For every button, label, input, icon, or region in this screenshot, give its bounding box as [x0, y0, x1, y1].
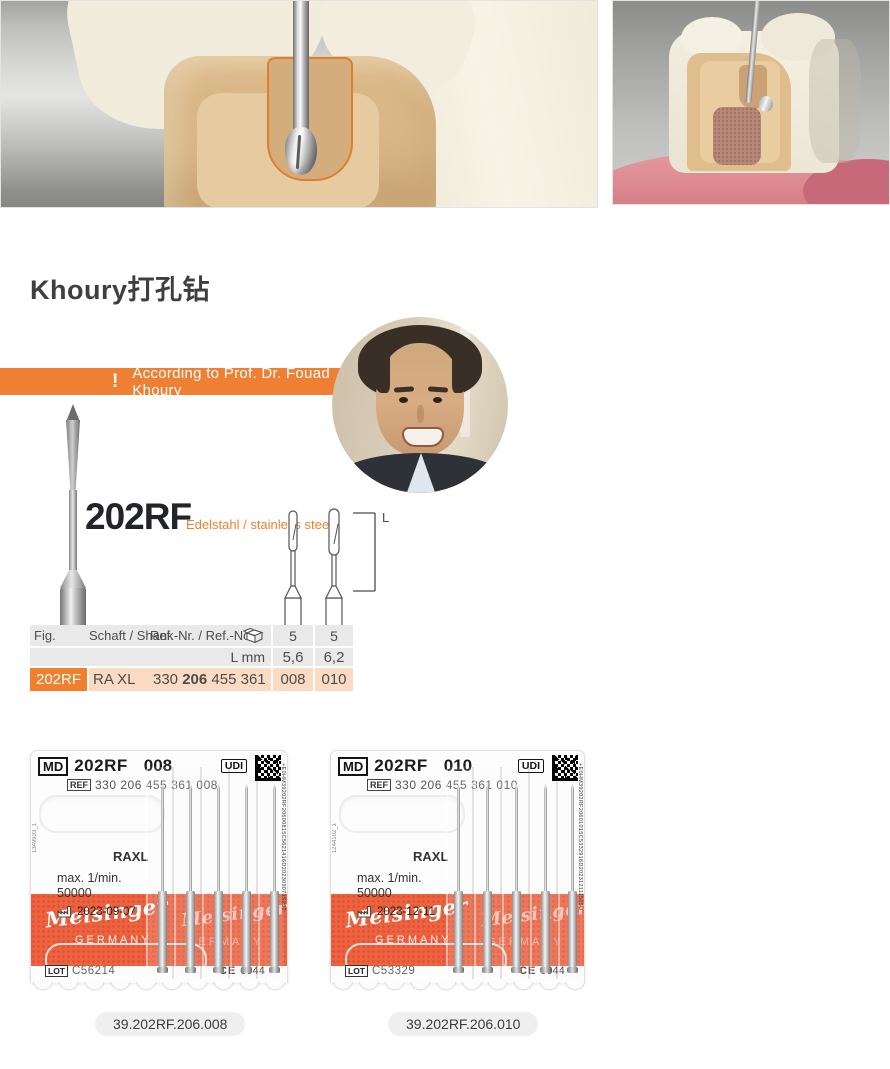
length-bracket: [353, 512, 376, 592]
product-package-010: Meisinger GERMANY Meisinger GERMANY MD 2…: [330, 750, 585, 1000]
shank-type: RAXL: [413, 849, 449, 864]
length-dim-label: L: [382, 510, 390, 525]
factory-icon: [57, 905, 72, 918]
attention-banner: ! According to Prof. Dr. Fouad Khoury: [0, 365, 362, 399]
col-header-shank: Schaft / Shank: [89, 628, 174, 643]
lot-symbol: LOT: [345, 965, 368, 977]
udi-symbol: UDI: [517, 759, 544, 773]
product-package-008: Meisinger GERMANY Meisinger GERMANY MD 2…: [30, 750, 288, 1000]
max-speed-value: 50000: [57, 886, 92, 900]
drill-tip: [285, 127, 317, 175]
lot-number: C56214: [72, 965, 116, 977]
ref-symbol: REF: [67, 779, 91, 791]
catalog-number-008: 39.202RF.206.008: [95, 1012, 246, 1036]
banner-text: According to Prof. Dr. Fouad Khoury: [132, 364, 330, 399]
ref-number: 330 206 455 361: [153, 671, 266, 688]
length-row-label: L mm: [30, 648, 271, 666]
bur-instrument-photo: [38, 400, 108, 632]
max-speed-label: max. 1/min.: [357, 871, 422, 885]
size-value-2: 010: [315, 668, 353, 691]
lot-number: C53329: [372, 965, 416, 977]
factory-icon: [357, 905, 372, 918]
table-product-row: 202RF RA XL 330 206 455 361 008 010: [30, 668, 353, 691]
shank-type: RAXL: [113, 849, 149, 864]
package-edge-code: +E0HM39202RF20601015C5332916D20231211150…: [577, 763, 583, 911]
pack-qty-1: 5: [273, 625, 313, 646]
max-speed-label: max. 1/min.: [57, 871, 122, 885]
size-value-1: 008: [273, 668, 313, 691]
page-title: Khoury打孔钻: [30, 275, 210, 305]
bur-in-blister: [567, 783, 578, 973]
package-model: 202RF: [74, 756, 128, 775]
pack-qty-2: 5: [315, 625, 353, 646]
ref-symbol: REF: [367, 779, 391, 791]
spec-table: Fig. Schaft / Shank Ref.-Nr. / Ref.-No. …: [30, 625, 353, 693]
model-heading: 202RF: [85, 496, 192, 537]
bur-in-blister: [453, 783, 464, 973]
drill-shaft: [293, 1, 309, 143]
blister-scallop-edge: [330, 982, 585, 998]
fig-value: 202RF: [30, 668, 87, 691]
md-symbol: MD: [38, 756, 69, 776]
length-value-1: 5,6: [273, 648, 313, 666]
bur-diagram-2: [325, 508, 343, 628]
manufacture-date: 2023-12-11: [377, 906, 435, 918]
udi-symbol: UDI: [220, 759, 247, 773]
datamatrix-icon: [552, 755, 578, 781]
prof-khoury-portrait: [332, 317, 508, 493]
drill-tip: [759, 96, 773, 112]
col-header-ref: Ref.-Nr. / Ref.-No.: [150, 628, 255, 643]
bur-diagram-1: [284, 510, 302, 628]
hero-illustration-right: [612, 0, 890, 205]
bur-in-blister: [269, 783, 280, 973]
package-model: 202RF: [374, 756, 428, 775]
bur-in-blister: [482, 783, 493, 973]
exclamation-icon: !: [112, 371, 119, 392]
length-value-2: 6,2: [315, 648, 353, 666]
molar-cusp: [681, 17, 743, 59]
col-header-fig: Fig.: [34, 628, 56, 643]
molar-pulp: [713, 107, 761, 165]
hero-illustration-left: [0, 0, 598, 208]
molar-cusp: [761, 13, 835, 61]
datamatrix-icon: [255, 755, 281, 781]
package-edge-code: +E0HM39202RF20600815C5621416D202309071S2…: [280, 763, 286, 911]
bur-in-blister: [511, 783, 522, 973]
max-speed-value: 50000: [357, 886, 392, 900]
bur-in-blister: [241, 783, 252, 973]
bur-in-blister: [185, 783, 196, 973]
box-icon: [242, 627, 265, 646]
blister-scallop-edge: [30, 982, 288, 998]
package-side-code: 1244102_1: [332, 823, 338, 854]
catalog-number-010: 39.202RF.206.010: [388, 1012, 539, 1036]
manufacture-date: 2023-09-07: [77, 906, 136, 918]
package-side-code: 1349933_1: [32, 823, 38, 854]
table-length-row: L mm 5,6 6,2: [30, 648, 353, 666]
lot-symbol: LOT: [45, 965, 68, 977]
md-symbol: MD: [338, 756, 369, 776]
table-header-row: Fig. Schaft / Shank Ref.-Nr. / Ref.-No. …: [30, 625, 353, 646]
bur-in-blister: [213, 783, 224, 973]
molar-shade: [809, 39, 861, 163]
shank-value: RA XL: [93, 671, 136, 688]
bur-in-blister: [540, 783, 551, 973]
bur-in-blister: [157, 783, 168, 973]
